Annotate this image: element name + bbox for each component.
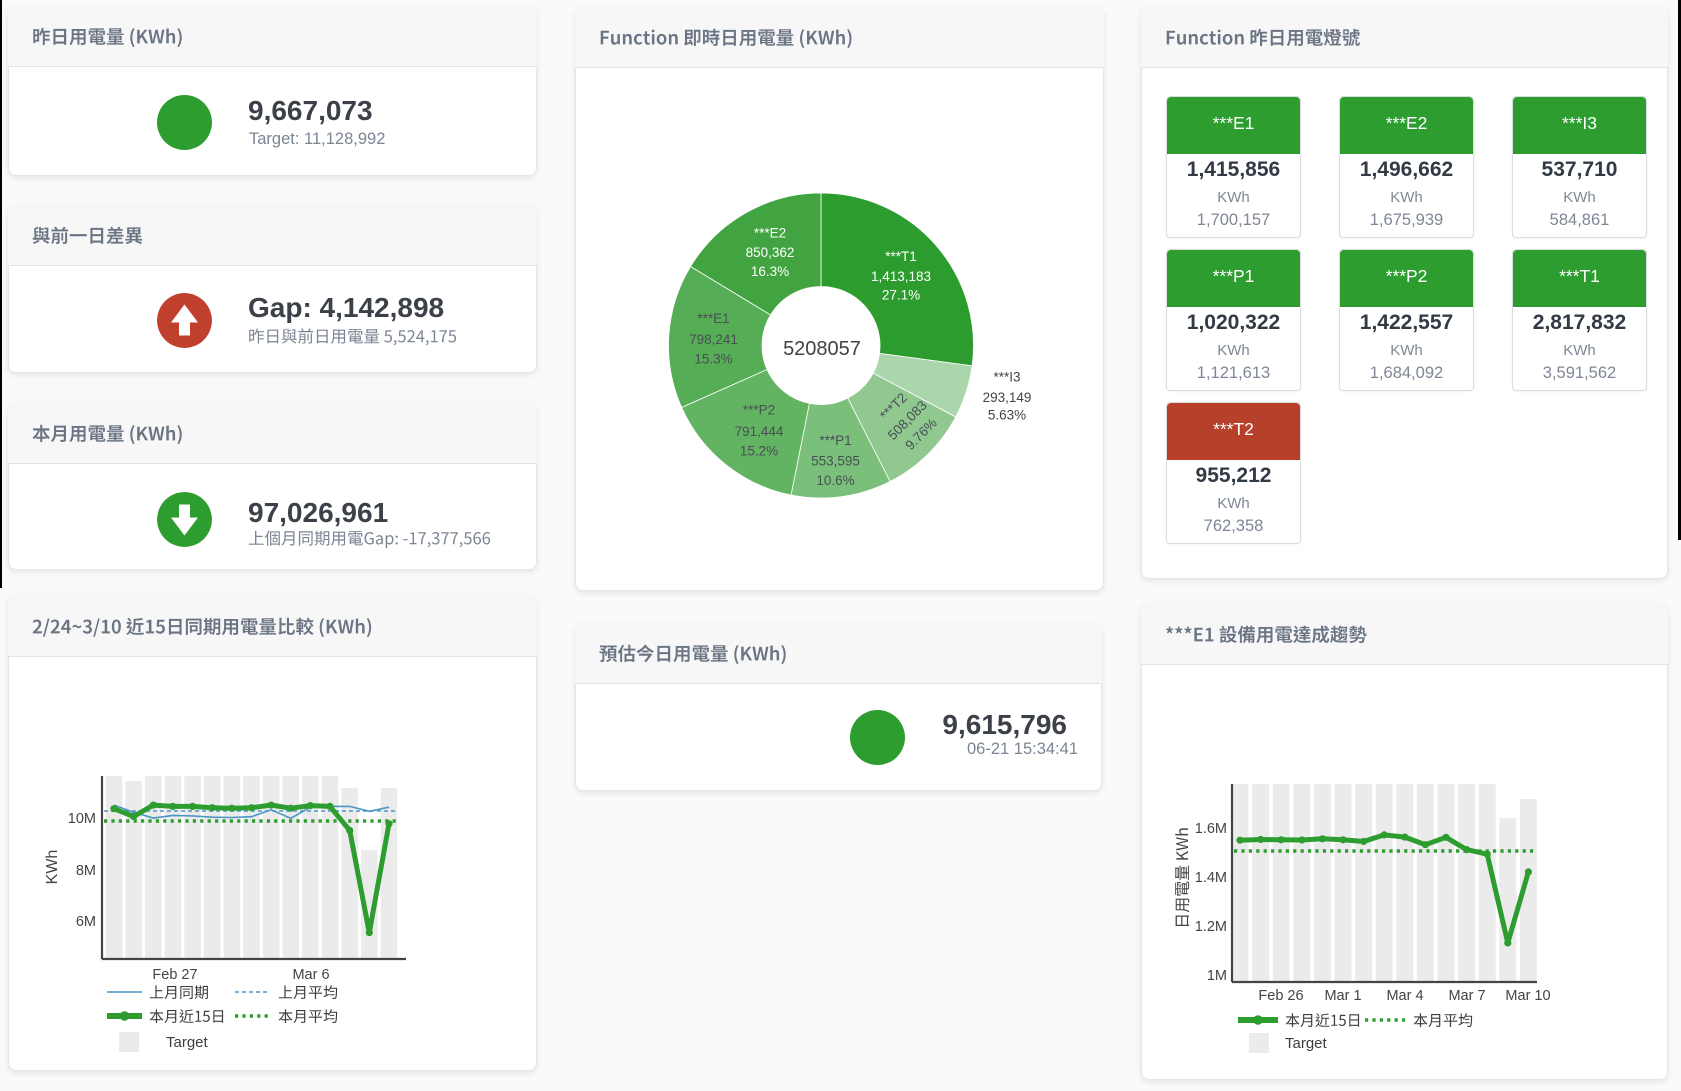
svg-text:***I3: ***I3 [993,369,1020,384]
svg-text:Target: Target [166,1034,209,1051]
svg-text:Mar 6: Mar 6 [292,967,329,983]
svg-text:1M: 1M [1207,968,1227,984]
svg-text:Mar 1: Mar 1 [1324,988,1361,1004]
svg-text:8M: 8M [76,863,96,879]
svg-text:553,595: 553,595 [811,453,860,468]
svg-text:***E2: ***E2 [754,225,786,240]
svg-text:5208057: 5208057 [783,338,861,360]
svg-text:Mar 10: Mar 10 [1505,988,1550,1004]
svg-text:1.4M: 1.4M [1195,870,1227,886]
svg-text:16.3%: 16.3% [751,264,789,279]
svg-text:27.1%: 27.1% [882,287,920,302]
svg-text:15.2%: 15.2% [740,443,778,458]
svg-text:1,413,183: 1,413,183 [871,269,931,284]
svg-text:KWh: KWh [44,850,61,885]
svg-text:5.63%: 5.63% [988,407,1026,422]
svg-text:***P2: ***P2 [743,402,775,417]
svg-text:***P1: ***P1 [819,433,851,448]
svg-text:10M: 10M [68,811,96,827]
svg-text:Mar 4: Mar 4 [1386,988,1423,1004]
svg-text:***E1: ***E1 [697,311,729,326]
svg-text:15.3%: 15.3% [694,351,732,366]
svg-text:Target: Target [1285,1035,1328,1052]
svg-text:293,149: 293,149 [983,390,1032,405]
svg-text:***T1: ***T1 [885,249,917,264]
svg-text:791,444: 791,444 [735,424,784,439]
svg-text:10.6%: 10.6% [816,473,854,488]
svg-text:6M: 6M [76,914,96,930]
svg-text:1.6M: 1.6M [1195,821,1227,837]
svg-text:1.2M: 1.2M [1195,919,1227,935]
svg-text:Feb 27: Feb 27 [152,967,197,983]
svg-text:850,362: 850,362 [746,245,795,260]
svg-text:Feb 26: Feb 26 [1258,988,1303,1004]
svg-text:798,241: 798,241 [689,332,738,347]
svg-text:Mar 7: Mar 7 [1448,988,1485,1004]
